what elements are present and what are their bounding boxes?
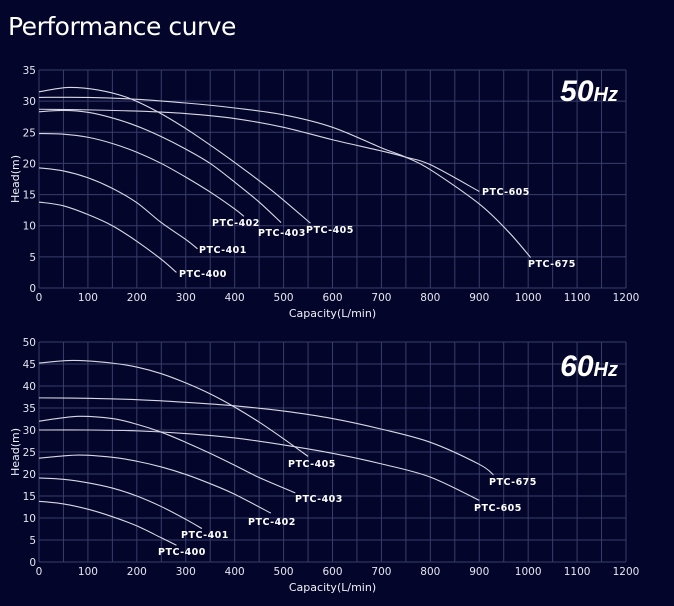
x-tick-label: 1100 [564, 292, 591, 304]
x-tick-label: 300 [176, 566, 196, 578]
y-tick-label: 25 [23, 127, 36, 139]
curve-ptc-405 [38, 359, 309, 457]
y-tick-label: 10 [23, 513, 36, 525]
x-tick-label: 1000 [515, 292, 542, 304]
y-axis-title: Head(m) [9, 428, 22, 476]
curve-ptc-401 [38, 167, 198, 250]
y-tick-label: 25 [23, 447, 36, 459]
series-label: PTC-605 [474, 503, 522, 514]
series-label: PTC-402 [212, 218, 260, 229]
series-label: PTC-405 [288, 459, 336, 470]
x-tick-label: 300 [176, 292, 196, 304]
y-tick-label: 30 [23, 96, 36, 108]
y-tick-label: 35 [23, 403, 36, 415]
y-tick-label: 20 [23, 158, 36, 170]
curve-ptc-403 [38, 109, 282, 224]
series-label: PTC-402 [248, 517, 296, 528]
curve-ptc-401 [38, 477, 203, 530]
curve-ptc-400 [38, 500, 177, 546]
x-tick-label: 100 [78, 566, 98, 578]
x-tick-label: 500 [274, 292, 294, 304]
x-tick-label: 0 [36, 566, 43, 578]
x-tick-label: 1000 [515, 566, 542, 578]
series-label: PTC-400 [158, 547, 206, 558]
x-tick-label: 0 [36, 292, 43, 304]
x-tick-label: 100 [78, 292, 98, 304]
series-label: PTC-401 [199, 245, 247, 256]
curve-ptc-400 [38, 201, 177, 273]
y-tick-label: 5 [29, 535, 36, 547]
x-tick-label: 600 [322, 292, 342, 304]
series-label: PTC-405 [306, 225, 354, 236]
curve-ptc-605 [38, 429, 480, 501]
series-label: PTC-400 [179, 269, 227, 280]
y-axis-title: Head(m) [9, 155, 22, 203]
x-tick-label: 900 [469, 566, 489, 578]
x-tick-label: 1200 [613, 566, 640, 578]
y-tick-label: 0 [29, 557, 36, 569]
curve-ptc-675 [38, 397, 494, 476]
curve-ptc-605 [38, 108, 480, 192]
series-label: PTC-675 [489, 477, 537, 488]
x-tick-label: 800 [420, 292, 440, 304]
frequency-title: 60Hz [560, 350, 618, 383]
curve-ptc-405 [38, 86, 311, 224]
x-tick-label: 200 [127, 292, 147, 304]
curve-ptc-402 [38, 132, 245, 217]
x-tick-label: 500 [274, 566, 294, 578]
y-tick-label: 40 [23, 381, 36, 393]
x-tick-label: 1200 [613, 292, 640, 304]
frequency-title: 50Hz [560, 75, 618, 108]
series-label: PTC-675 [528, 259, 576, 270]
series-label: PTC-401 [181, 530, 229, 541]
y-tick-label: 35 [23, 65, 36, 77]
y-tick-label: 45 [23, 359, 36, 371]
x-tick-label: 900 [469, 292, 489, 304]
series-label: PTC-403 [295, 494, 343, 505]
curve-ptc-403 [38, 415, 296, 494]
curve-ptc-402 [38, 454, 272, 514]
x-tick-label: 700 [371, 566, 391, 578]
x-axis-title: Capacity(L/min) [289, 581, 376, 594]
x-tick-label: 1100 [564, 566, 591, 578]
x-tick-label: 400 [225, 292, 245, 304]
x-axis-title: Capacity(L/min) [289, 307, 376, 320]
series-label: PTC-403 [258, 228, 306, 239]
chart-50hz: 0 5 10 15 20 25 30 35 0 100 200 300 400 500 600 700 800 9… [9, 65, 639, 320]
y-tick-label: 15 [23, 491, 36, 503]
curve-ptc-675 [38, 96, 532, 258]
page-title: Performance curve [8, 12, 236, 41]
series-label: PTC-605 [482, 187, 530, 198]
y-tick-label: 15 [23, 190, 36, 202]
x-tick-label: 400 [225, 566, 245, 578]
y-tick-label: 0 [29, 283, 36, 295]
y-tick-label: 10 [23, 221, 36, 233]
y-tick-label: 50 [23, 337, 36, 349]
x-tick-label: 700 [371, 292, 391, 304]
y-tick-label: 30 [23, 425, 36, 437]
x-tick-label: 200 [127, 566, 147, 578]
x-tick-label: 600 [322, 566, 342, 578]
y-tick-label: 5 [29, 252, 36, 264]
x-tick-label: 800 [420, 566, 440, 578]
y-tick-label: 20 [23, 469, 36, 481]
